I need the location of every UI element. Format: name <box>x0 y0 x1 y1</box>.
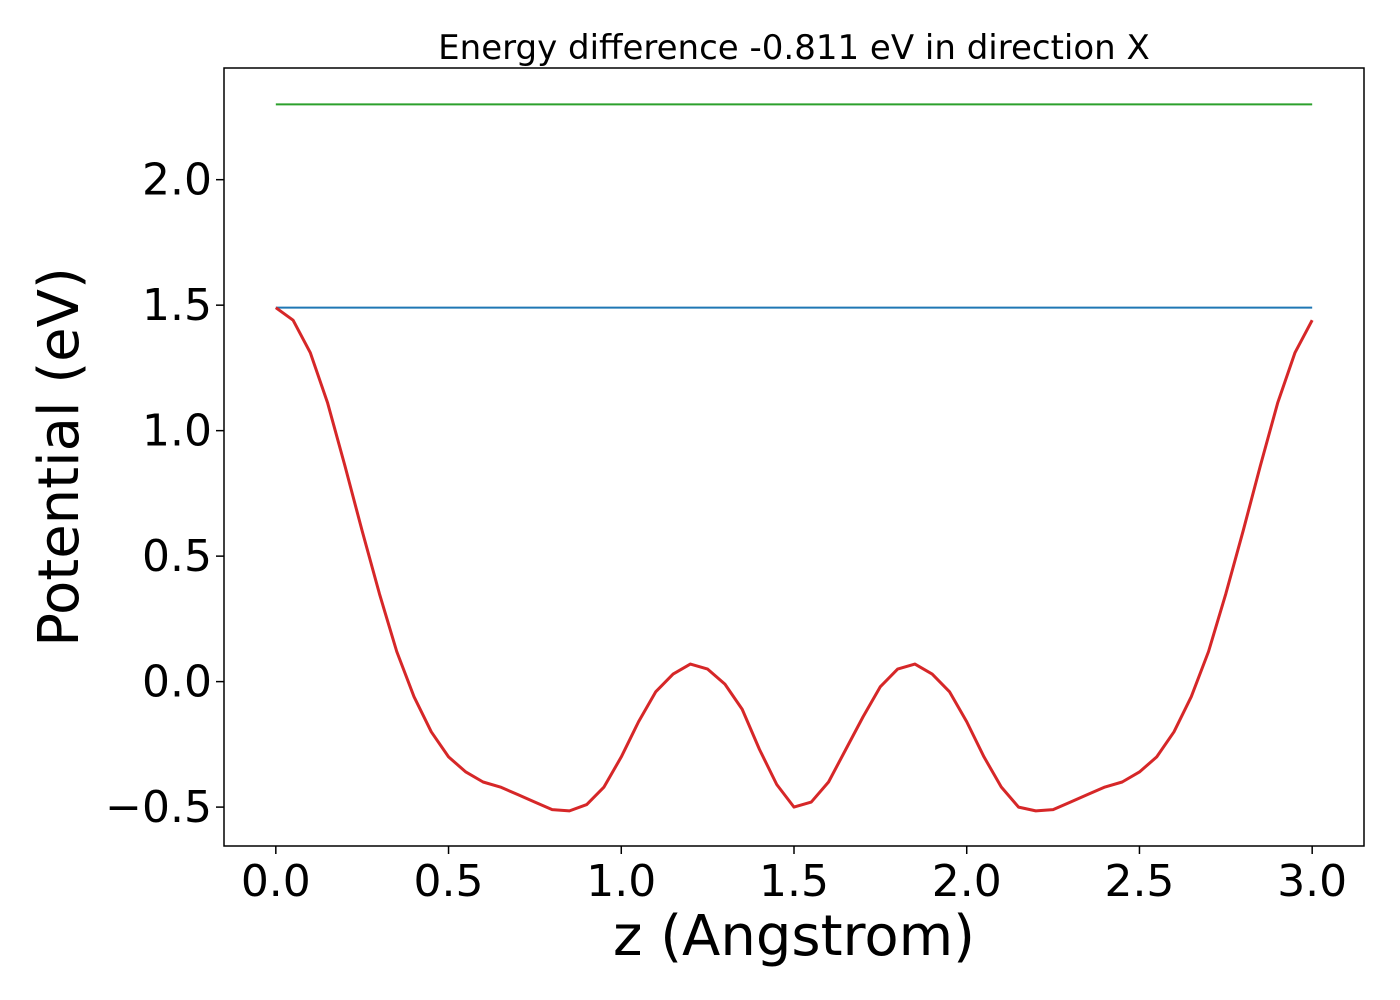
y-tick-label: 0.5 <box>142 531 212 582</box>
x-tick-label: 1.5 <box>759 856 829 907</box>
x-tick-label: 3.0 <box>1277 856 1347 907</box>
x-tick-label: 1.0 <box>586 856 656 907</box>
y-tick-label: 1.5 <box>142 280 212 331</box>
plot-frame <box>223 67 1365 847</box>
x-tick-label: 0.0 <box>241 856 311 907</box>
series-line-1 <box>274 306 1314 813</box>
series-layer <box>274 103 1314 813</box>
chart-title: Energy difference -0.811 eV in direction… <box>438 28 1150 68</box>
y-axis: −0.5 0.0 0.5 1.0 1.5 2.0 <box>105 155 224 833</box>
x-axis-title: z (Angstrom) <box>613 904 975 969</box>
x-tick-label: 2.0 <box>932 856 1002 907</box>
y-axis-title: Potential (eV) <box>27 267 92 647</box>
x-tick-label: 2.5 <box>1104 856 1174 907</box>
y-tick-label: 0.0 <box>142 657 212 708</box>
x-tick-label: 0.5 <box>414 856 484 907</box>
y-tick-label: 1.0 <box>142 406 212 457</box>
x-axis: 0.0 0.5 1.0 1.5 2.0 2.5 3.0 <box>241 846 1347 907</box>
y-tick-label: −0.5 <box>105 782 212 833</box>
y-tick-label: 2.0 <box>142 155 212 206</box>
